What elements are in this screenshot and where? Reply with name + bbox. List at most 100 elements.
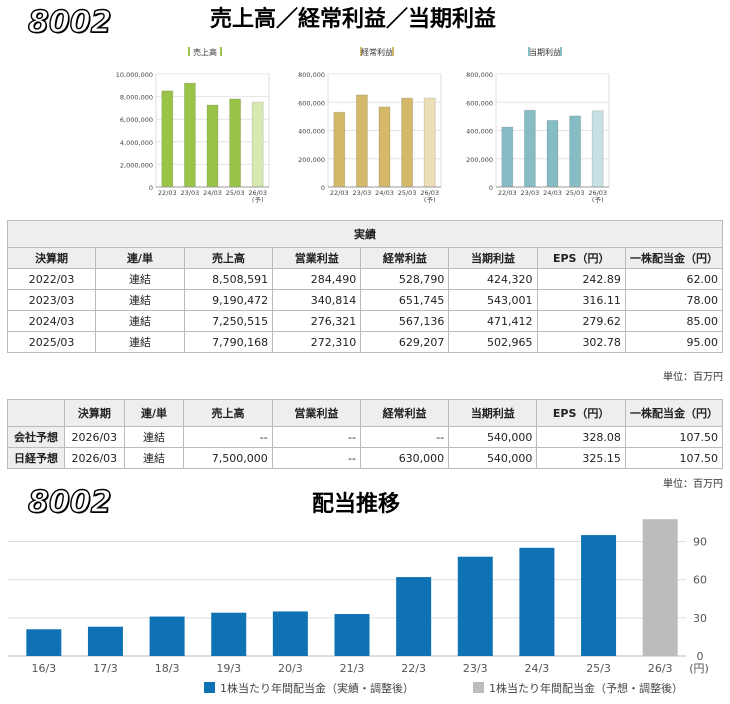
bar xyxy=(501,126,514,188)
x-tick-label: 22/03 xyxy=(498,189,517,197)
col-header: 決算期 xyxy=(6,247,97,269)
table-row: 2025/03 連結 7,790,168 272,310 629,207 502… xyxy=(6,331,724,353)
period-cell: 2025/03 xyxy=(6,331,97,353)
operating-profit-cell: 276,321 xyxy=(272,310,362,332)
x-tick-label: 23/3 xyxy=(463,662,488,675)
col-header: 決算期 xyxy=(63,399,125,427)
net-profit-chart: 当期利益 0 200,000 400,000 600,000 800,000 22/03 23… xyxy=(450,38,615,208)
bar xyxy=(378,106,391,188)
legend-label: 売上高 xyxy=(193,47,217,57)
x-tick-label: 25/3 xyxy=(586,662,611,675)
net-profit-cell: 502,965 xyxy=(448,331,538,353)
dividend-cell: 85.00 xyxy=(624,310,724,332)
results-header-row: 決算期 連/単 売上高 営業利益 経常利益 当期利益 EPS（円） 一株配当金（… xyxy=(6,247,724,269)
sales-chart: 売上高 0 2,000,000 4,000,000 6,000,000 8,000,000… xyxy=(110,38,275,208)
x-tick-label: 17/3 xyxy=(93,662,118,675)
legend-label: 経常利益 xyxy=(361,47,393,57)
y-tick-label: 4,000,000 xyxy=(120,139,153,147)
col-header: 売上高 xyxy=(183,247,274,269)
forecast-unit-note: 単位：百万円 xyxy=(663,479,723,490)
x-tick-label: 20/3 xyxy=(278,662,303,675)
col-header: EPS（円） xyxy=(536,247,626,269)
x-tick-label: 26/03 xyxy=(248,189,267,197)
bar xyxy=(523,109,536,188)
net-profit-cell: 540,000 xyxy=(448,426,538,448)
dividend-bar xyxy=(642,519,678,656)
legend-swatch xyxy=(528,47,530,56)
y-tick-label: 0 xyxy=(489,184,493,192)
dividend-cell: 95.00 xyxy=(624,331,724,353)
legend-label: 当期利益 xyxy=(529,47,561,57)
forecast-tick-label: (予) xyxy=(424,196,436,204)
ordinary-profit-cell: 629,207 xyxy=(360,331,450,353)
col-header: 売上高 xyxy=(183,399,273,427)
eps-cell: 325.15 xyxy=(536,447,626,469)
legend-swatch xyxy=(188,47,190,56)
period-cell: 2026/03 xyxy=(63,447,125,469)
forecast-tick-label: (予) xyxy=(592,196,604,204)
x-tick-label: 25/03 xyxy=(566,189,585,197)
x-tick-label: 24/03 xyxy=(543,189,562,197)
bar xyxy=(355,94,368,188)
x-tick-label: 24/03 xyxy=(375,189,394,197)
consolidation-cell: 連結 xyxy=(95,331,185,353)
col-header xyxy=(7,399,65,427)
ordinary-profit-cell: 528,790 xyxy=(360,268,450,290)
stock-code-top: 8002 xyxy=(27,5,112,40)
y-tick-label: 400,000 xyxy=(466,128,493,136)
y-tick-label: 2,000,000 xyxy=(120,161,153,169)
y-tick-label: 0 xyxy=(321,184,325,192)
bar xyxy=(401,97,414,188)
col-header: EPS（円） xyxy=(536,399,626,427)
net-profit-cell: 424,320 xyxy=(448,268,538,290)
period-cell: 2026/03 xyxy=(63,426,125,448)
dividend-bar xyxy=(396,577,432,656)
ordinary-profit-chart: 経常利益 0 200,000 400,000 600,000 800,000 22/03 23… xyxy=(282,38,447,208)
legend-swatch-actual xyxy=(204,682,215,693)
consolidation-cell: 連結 xyxy=(95,289,185,311)
col-header: 一株配当金（円） xyxy=(624,247,724,269)
y-tick-label: 600,000 xyxy=(298,99,325,107)
net-profit-cell: 540,000 xyxy=(448,447,538,469)
dividend-bar xyxy=(457,556,493,656)
x-tick-label: 22/3 xyxy=(401,662,426,675)
bar xyxy=(423,97,436,188)
dividend-bar xyxy=(87,626,123,656)
dividend-cell: 107.50 xyxy=(624,426,724,448)
table-row: 会社予想 2026/03 連結 -- -- -- 540,000 328.08 … xyxy=(7,426,724,448)
y-tick-label: 200,000 xyxy=(466,156,493,164)
x-tick-label: 23/03 xyxy=(353,189,372,197)
bar xyxy=(229,98,242,188)
ordinary-profit-cell: 651,745 xyxy=(360,289,450,311)
x-tick-label: 26/03 xyxy=(420,189,439,197)
x-tick-label: 16/3 xyxy=(31,662,56,675)
table-row: 2022/03 連結 8,508,591 284,490 528,790 424… xyxy=(6,268,724,290)
legend-swatch xyxy=(360,47,362,56)
legend-label-actual: 1株当たり年間配当金（実績・調整後） xyxy=(220,681,414,695)
bar xyxy=(546,119,559,188)
dividend-bar xyxy=(211,612,247,656)
bar xyxy=(569,115,582,188)
y-tick-label: 90 xyxy=(693,535,707,548)
dividend-cell: 62.00 xyxy=(624,268,724,290)
y-tick-label: 800,000 xyxy=(466,71,493,79)
sales-cell: 7,250,515 xyxy=(183,310,274,332)
col-header: 経常利益 xyxy=(360,247,450,269)
bar xyxy=(206,104,219,188)
y-tick-label: 600,000 xyxy=(466,99,493,107)
dividend-bar xyxy=(519,547,555,656)
period-cell: 2024/03 xyxy=(6,310,97,332)
dividend-bar xyxy=(272,611,308,656)
forecast-header-row: 決算期 連/単 売上高 営業利益 経常利益 当期利益 EPS（円） 一株配当金（… xyxy=(7,399,724,427)
consolidation-cell: 連結 xyxy=(123,426,185,448)
x-tick-label: 18/3 xyxy=(155,662,180,675)
net-profit-cell: 471,412 xyxy=(448,310,538,332)
y-tick-label: 0 xyxy=(149,184,153,192)
y-tick-label: 400,000 xyxy=(298,128,325,136)
sales-cell: 8,508,591 xyxy=(183,268,274,290)
x-tick-label: 25/03 xyxy=(226,189,245,197)
legend-label-forecast: 1株当たり年間配当金（予想・調整後） xyxy=(489,681,683,695)
x-tick-label: 23/03 xyxy=(521,189,540,197)
dividend-cell: 78.00 xyxy=(624,289,724,311)
sales-cell: 7,790,168 xyxy=(183,331,274,353)
